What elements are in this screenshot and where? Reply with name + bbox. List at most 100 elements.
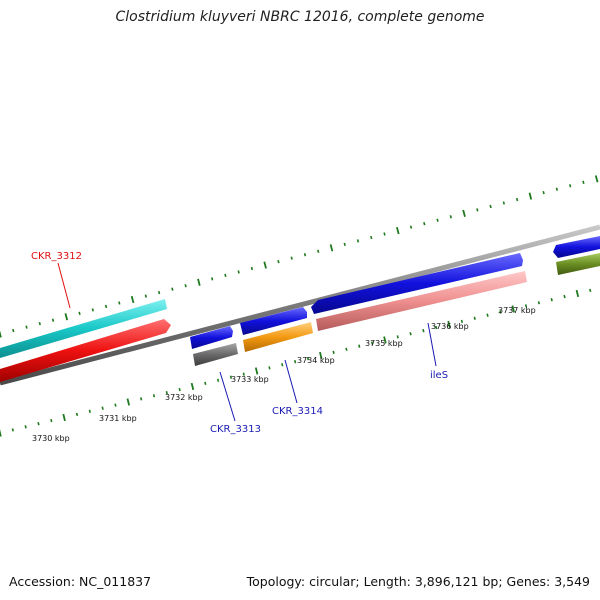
minor-tick: [210, 277, 214, 281]
minor-tick: [449, 215, 452, 219]
gene-gray-bar: [193, 343, 238, 366]
major-tick: [447, 320, 451, 329]
minor-tick: [216, 378, 220, 382]
minor-tick: [281, 363, 284, 367]
minor-tick: [101, 406, 104, 410]
minor-tick: [51, 318, 55, 322]
major-tick: [575, 289, 580, 298]
minor-tick: [38, 322, 41, 326]
minor-tick: [91, 308, 94, 312]
gene-blue-arrow-2: [240, 307, 307, 335]
minor-tick: [345, 347, 348, 351]
major-tick: [0, 429, 2, 437]
minor-tick: [542, 191, 545, 195]
major-tick: [329, 244, 334, 252]
scale-label: 3733 kbp: [231, 375, 269, 384]
minor-tick: [499, 310, 502, 314]
minor-tick: [78, 311, 81, 315]
minor-tick: [358, 344, 361, 348]
minor-tick: [409, 225, 413, 229]
minor-tick: [144, 294, 148, 298]
minor-tick: [332, 350, 335, 355]
scale-label: 3730 kbp: [32, 434, 70, 443]
minor-tick: [306, 356, 310, 361]
gene-label-ckr3314: CKR_3314: [272, 406, 323, 417]
minor-tick: [24, 425, 27, 429]
major-tick: [263, 261, 267, 269]
minor-tick: [343, 242, 346, 247]
minor-tick: [157, 290, 161, 295]
minor-tick: [75, 412, 79, 417]
minor-tick: [409, 332, 412, 336]
minor-tick: [422, 329, 425, 333]
minor-tick: [178, 387, 181, 392]
minor-tick: [502, 201, 506, 205]
minor-tick: [476, 208, 479, 212]
minor-tick: [550, 298, 553, 302]
scale-label: 3734 kbp: [297, 356, 335, 365]
accession-text: Accession: NC_011837: [9, 574, 152, 589]
minor-tick: [165, 391, 168, 395]
scale-label: 3736 kbp: [431, 322, 469, 331]
inner-tick-track: [0, 288, 592, 437]
minor-tick: [460, 319, 464, 324]
minor-tick: [152, 394, 156, 398]
major-tick: [0, 330, 2, 338]
minor-tick: [250, 266, 254, 271]
minor-tick: [237, 270, 240, 274]
minor-tick: [356, 239, 360, 243]
ckr3313-leader: [219, 371, 236, 422]
scale-label: 3731 kbp: [99, 414, 137, 423]
major-tick: [396, 226, 400, 235]
major-tick: [190, 382, 195, 391]
minor-tick: [268, 366, 271, 370]
gene-blue-small-arrow: [190, 326, 233, 349]
gene-blue-arrow-right: [553, 236, 600, 258]
minor-tick: [473, 316, 476, 320]
minor-tick: [589, 288, 592, 293]
scale-label: 3735 kbp: [365, 339, 403, 348]
gene-label-ileS: ileS: [430, 370, 448, 381]
minor-tick: [50, 418, 53, 423]
minor-tick: [224, 273, 227, 278]
minor-tick: [435, 325, 438, 330]
minor-tick: [277, 259, 280, 264]
major-tick: [511, 305, 515, 313]
minor-tick: [383, 232, 386, 236]
minor-tick: [12, 328, 15, 333]
minor-tick: [25, 325, 28, 329]
major-tick: [594, 175, 599, 183]
minor-tick: [11, 428, 14, 432]
gene-label-ckr3313: CKR_3313: [210, 424, 261, 435]
minor-tick: [184, 284, 187, 288]
minor-tick: [489, 204, 492, 209]
minor-tick: [563, 294, 566, 299]
ckr3312-leader: [57, 262, 71, 309]
major-tick: [197, 278, 201, 286]
major-tick: [64, 313, 69, 321]
minor-tick: [436, 218, 439, 222]
minor-tick: [537, 301, 541, 305]
outer-tick-track: [0, 175, 599, 338]
major-tick: [254, 367, 259, 375]
minor-tick: [293, 360, 297, 364]
minor-tick: [104, 304, 108, 309]
ckr3314-leader: [284, 359, 298, 404]
minor-tick: [423, 222, 426, 226]
gene-orange-bar: [243, 322, 313, 352]
minor-tick: [370, 341, 374, 345]
minor-tick: [486, 313, 489, 317]
genome-summary-text: Topology: circular; Length: 3,896,121 bp…: [246, 574, 590, 589]
gene-ckr3312-arrow: [0, 319, 171, 382]
gene-cyan-bar: [0, 299, 167, 358]
major-tick: [528, 192, 533, 200]
gene-olive-bar: [556, 253, 600, 275]
major-tick: [130, 295, 135, 304]
map-title: Clostridium kluyveri NBRC 12016, complet…: [115, 9, 485, 25]
ileS-leader: [427, 322, 437, 367]
minor-tick: [524, 304, 528, 308]
minor-tick: [396, 335, 399, 339]
minor-tick: [303, 253, 307, 257]
gene-ileS-arrow: [311, 253, 523, 314]
major-tick: [319, 351, 323, 360]
